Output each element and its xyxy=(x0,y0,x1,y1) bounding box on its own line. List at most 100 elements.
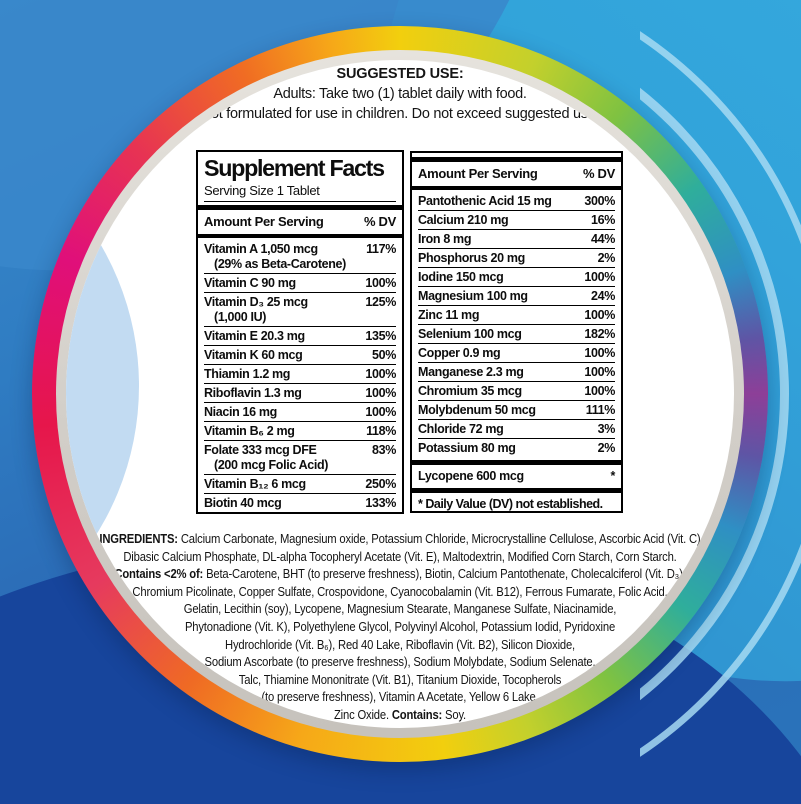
table-row: Vitamin K 60 mcg 50% xyxy=(204,345,396,364)
table-row: Vitamin C 90 mg 100% xyxy=(204,273,396,292)
nutrient-dv: 44% xyxy=(591,232,615,246)
nutrient-dv: 100% xyxy=(584,270,615,284)
nutrient-name: Lycopene 600 mcg xyxy=(418,469,524,483)
column-header: Amount Per Serving % DV xyxy=(418,164,615,183)
serving-size: Serving Size 1 Tablet xyxy=(204,182,396,202)
nutrient-name: Biotin 40 mcg xyxy=(204,496,282,510)
silver-ring: SUGGESTED USE: Adults: Take two (1) tabl… xyxy=(56,50,744,738)
supplement-facts-right-box: Amount Per Serving % DV Pantothenic Acid… xyxy=(410,151,623,513)
rainbow-ring: SUGGESTED USE: Adults: Take two (1) tabl… xyxy=(32,26,768,762)
table-row: Calcium 210 mg 16% xyxy=(418,210,615,229)
nutrient-dv: 125% xyxy=(365,295,396,309)
ingredients-lead-bold: Contains: xyxy=(391,707,446,722)
nutrient-name: Zinc 11 mg xyxy=(418,308,480,322)
table-row: Riboflavin 1.3 mg 100% xyxy=(204,383,396,402)
nutrient-dv: 182% xyxy=(584,327,615,341)
ingredients-text: Soy. xyxy=(445,707,467,722)
nutrient-dv: 2% xyxy=(597,251,616,265)
column-header-amount: Amount Per Serving xyxy=(418,166,538,181)
nutrient-dv: 100% xyxy=(584,346,615,360)
nutrient-name: Chloride 72 mg xyxy=(418,422,504,436)
nutrient-dv: 100% xyxy=(584,384,615,398)
nutrient-dv: 3% xyxy=(597,422,616,436)
nutrient-name: Chromium 35 mcg xyxy=(418,384,522,398)
nutrient-name: Selenium 100 mcg xyxy=(418,327,522,341)
ingredients-text: Hydrochloride (Vit. B₆), Red 40 Lake, Ri… xyxy=(225,637,575,652)
nutrient-name: Iron 8 mg xyxy=(418,232,472,246)
column-header-dv: % DV xyxy=(582,166,615,181)
column-header: Amount Per Serving % DV xyxy=(204,212,396,231)
divider-bar xyxy=(198,205,402,210)
dv-footnote: * Daily Value (DV) not established. xyxy=(418,497,603,511)
ingredients-line: Gelatin, Lecithin (soy), Lycopene, Magne… xyxy=(99,601,700,619)
nutrient-name: Riboflavin 1.3 mg xyxy=(204,386,302,400)
table-row: Vitamin A 1,050 mcg 117% xyxy=(204,240,396,258)
nutrient-dv: 250% xyxy=(365,477,396,491)
nutrient-name: Molybdenum 50 mcg xyxy=(418,403,536,417)
nutrient-dv: 100% xyxy=(365,386,396,400)
ingredients-text: Gelatin, Lecithin (soy), Lycopene, Magne… xyxy=(183,602,617,617)
nutrient-name: Vitamin C 90 mg xyxy=(204,276,296,290)
ingredients-text: Dibasic Calcium Phosphate, DL-alpha Toco… xyxy=(123,549,677,564)
nutrient-name: Manganese 2.3 mg xyxy=(418,365,524,379)
nutrient-name: Vitamin A 1,050 mcg xyxy=(204,242,318,256)
ingredients-line: Talc, Thiamine Mononitrate (Vit. B1), Ti… xyxy=(99,672,700,690)
table-row: Niacin 16 mg 100% xyxy=(204,402,396,421)
table-row: Molybdenum 50 mcg 111% xyxy=(418,400,615,419)
nutrient-dv: 100% xyxy=(365,367,396,381)
nutrient-name: Copper 0.9 mg xyxy=(418,346,501,360)
ingredients-line: Hydrochloride (Vit. B₆), Red 40 Lake, Ri… xyxy=(99,637,700,655)
ingredients-text: Chromium Picolinate, Copper Sulfate, Cro… xyxy=(132,584,668,599)
table-row: Copper 0.9 mg 100% xyxy=(418,343,615,362)
nutrient-note: (29% as Beta-Carotene) xyxy=(214,257,346,271)
table-row: Thiamin 1.2 mg 100% xyxy=(204,364,396,383)
column-header-dv: % DV xyxy=(363,214,396,229)
nutrient-name: Vitamin E 20.3 mg xyxy=(204,329,305,343)
ingredients-text: Calcium Carbonate, Magnesium oxide, Pota… xyxy=(180,532,704,546)
table-row: Folate 333 mcg DFE 83% xyxy=(204,440,396,459)
table-row: Vitamin E 20.3 mg 135% xyxy=(204,326,396,345)
table-row: Pantothenic Acid 15 mg 300% xyxy=(418,192,615,210)
nutrient-dv: 100% xyxy=(365,276,396,290)
nutrient-name: Thiamin 1.2 mg xyxy=(204,367,291,381)
table-row: Potassium 80 mg 2% xyxy=(418,438,615,457)
nutrient-name: Phosphorus 20 mg xyxy=(418,251,525,265)
table-row: Manganese 2.3 mg 100% xyxy=(418,362,615,381)
nutrient-dv: 16% xyxy=(591,213,615,227)
nutrient-name: Vitamin K 60 mcg xyxy=(204,348,303,362)
nutrient-dv: * xyxy=(610,469,615,483)
table-row: Magnesium 100 mg 24% xyxy=(418,286,615,305)
nutrient-dv: 300% xyxy=(584,194,615,208)
nutrient-dv: 50% xyxy=(372,348,396,362)
nutrient-name: Iodine 150 mcg xyxy=(418,270,504,284)
table-row: Vitamin D₃ 25 mcg 125% xyxy=(204,292,396,311)
nutrient-dv: 100% xyxy=(584,308,615,322)
ingredients-line: Contains <2% of: Beta-Carotene, BHT (to … xyxy=(99,566,700,584)
ingredients-line: Phytonadione (Vit. K), Polyethylene Glyc… xyxy=(99,619,700,637)
suggested-use-title: SUGGESTED USE: xyxy=(336,66,464,82)
nutrient-note: (1,000 IU) xyxy=(214,310,267,324)
suggested-use-line2: Not formulated for use in children. Do n… xyxy=(200,106,600,122)
divider-bar xyxy=(198,234,402,238)
nutrient-note: (200 mcg Folic Acid) xyxy=(214,458,329,472)
nutrient-dv: 100% xyxy=(584,365,615,379)
nutrient-name: Calcium 210 mg xyxy=(418,213,509,227)
table-row: Iodine 150 mcg 100% xyxy=(418,267,615,286)
supplement-facts-left-box: Supplement Facts Serving Size 1 Tablet A… xyxy=(196,150,404,514)
suggested-use-block: SUGGESTED USE: Adults: Take two (1) tabl… xyxy=(140,64,660,124)
nutrient-dv: 2% xyxy=(597,441,616,455)
ingredients-text: (to preserve freshness), Vitamin A Aceta… xyxy=(261,690,539,705)
ingredients-text: Zinc Oxide. xyxy=(333,707,392,722)
supplement-facts-title: Supplement Facts xyxy=(204,155,385,181)
divider-bar xyxy=(412,488,621,493)
nutrient-dv: 100% xyxy=(365,405,396,419)
ingredients-line: Zinc Oxide. Contains: Soy. xyxy=(99,707,700,725)
divider-bar xyxy=(412,186,621,190)
suggested-use-line1: Adults: Take two (1) tablet daily with f… xyxy=(273,86,527,102)
vitamin-rows: Vitamin A 1,050 mcg 117% (29% as Beta-Caro… xyxy=(204,240,396,512)
table-row: Chloride 72 mg 3% xyxy=(418,419,615,438)
nutrient-dv: 118% xyxy=(366,424,396,438)
ingredients-block: INGREDIENTS: Calcium Carbonate, Magnesiu… xyxy=(66,531,734,725)
table-row: Biotin 40 mcg 133% xyxy=(204,493,396,512)
